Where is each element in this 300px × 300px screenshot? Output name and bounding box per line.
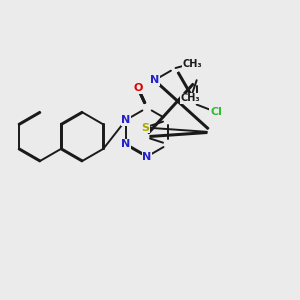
Text: N: N — [121, 140, 130, 149]
Text: CH₃: CH₃ — [181, 93, 200, 103]
Text: O: O — [134, 83, 143, 94]
Text: S: S — [141, 122, 149, 133]
Text: N: N — [121, 115, 130, 125]
Text: N: N — [150, 75, 159, 85]
Text: Cl: Cl — [210, 107, 222, 117]
Text: CH₃: CH₃ — [182, 58, 202, 69]
Text: N: N — [142, 152, 152, 161]
